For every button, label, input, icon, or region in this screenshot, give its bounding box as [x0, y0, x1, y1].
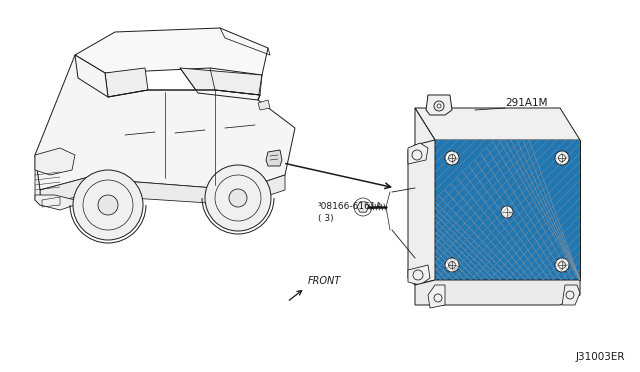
- Text: J31003ER: J31003ER: [575, 352, 625, 362]
- Polygon shape: [35, 55, 295, 190]
- Circle shape: [98, 195, 118, 215]
- Polygon shape: [562, 285, 580, 305]
- Polygon shape: [105, 68, 148, 97]
- Circle shape: [73, 170, 143, 240]
- Circle shape: [229, 189, 247, 207]
- Polygon shape: [435, 140, 580, 280]
- Polygon shape: [408, 265, 430, 285]
- Circle shape: [445, 258, 459, 272]
- Polygon shape: [415, 280, 580, 305]
- Polygon shape: [415, 108, 435, 280]
- Polygon shape: [426, 95, 452, 115]
- Text: FRONT: FRONT: [308, 276, 341, 286]
- Polygon shape: [266, 150, 282, 166]
- Polygon shape: [428, 285, 445, 308]
- Polygon shape: [35, 155, 40, 205]
- Polygon shape: [408, 140, 435, 285]
- Polygon shape: [35, 148, 75, 175]
- Polygon shape: [258, 100, 270, 110]
- Polygon shape: [75, 28, 268, 75]
- Circle shape: [501, 206, 513, 218]
- Circle shape: [445, 151, 459, 165]
- Polygon shape: [40, 175, 285, 205]
- Circle shape: [205, 165, 271, 231]
- Polygon shape: [180, 68, 262, 100]
- Polygon shape: [435, 140, 580, 280]
- Circle shape: [555, 151, 569, 165]
- Polygon shape: [415, 108, 580, 140]
- Text: ³08166-6161A
( 3): ³08166-6161A ( 3): [318, 202, 383, 223]
- Polygon shape: [357, 202, 369, 212]
- Text: 291A1M: 291A1M: [505, 98, 547, 108]
- Circle shape: [555, 258, 569, 272]
- Polygon shape: [408, 143, 428, 164]
- Polygon shape: [35, 195, 75, 210]
